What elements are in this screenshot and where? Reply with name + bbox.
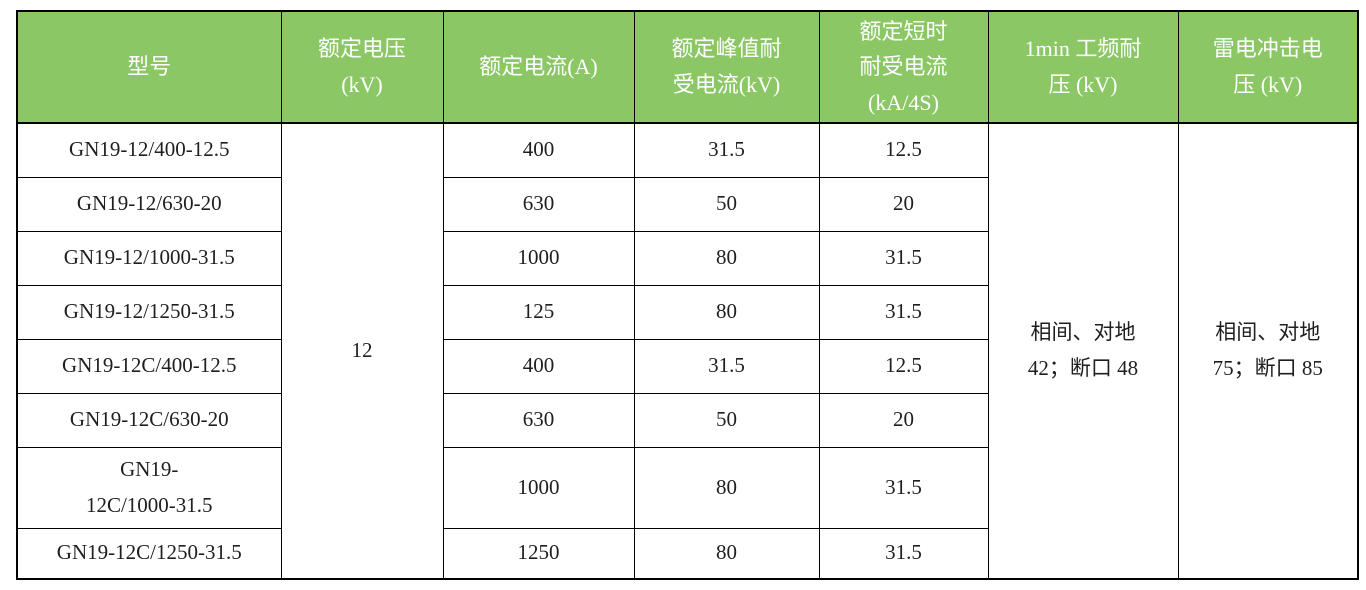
table-row: GN19-12C/1250-31.5 1250 80 31.5 <box>16 527 1358 580</box>
col-header-peak-withstand-current: 额定峰值耐 受电流(kV) <box>633 10 820 124</box>
col-header-lightning-impulse: 雷电冲击电 压 (kV) <box>1177 10 1359 124</box>
table-row: GN19-12/630-20 630 50 20 <box>16 176 1358 232</box>
table-row: GN19-12C/400-12.5 400 31.5 12.5 <box>16 338 1358 394</box>
short-time-cell: 31.5 <box>818 230 989 286</box>
table-row: GN19-12C/630-20 630 50 20 <box>16 392 1358 448</box>
table-body: GN19-12/400-12.5 12 400 31.5 12.5 相间、对地 … <box>16 122 1359 580</box>
peak-cell: 50 <box>633 176 820 232</box>
rated-voltage-merged-cell: 12 <box>280 122 444 580</box>
col-header-short-time-withstand-current: 额定短时 耐受电流 (kA/4S) <box>818 10 989 124</box>
short-time-cell: 12.5 <box>818 338 989 394</box>
peak-cell: 80 <box>633 284 820 340</box>
current-cell: 400 <box>442 338 635 394</box>
model-cell: GN19-12C/400-12.5 <box>16 338 282 394</box>
peak-cell: 80 <box>633 446 820 529</box>
model-cell: GN19-12/1250-31.5 <box>16 284 282 340</box>
current-cell: 1000 <box>442 446 635 529</box>
short-time-cell: 31.5 <box>818 446 989 529</box>
short-time-cell: 20 <box>818 392 989 448</box>
model-cell: GN19-12/1000-31.5 <box>16 230 282 286</box>
table-row: GN19-12/400-12.5 12 400 31.5 12.5 相间、对地 … <box>16 122 1359 580</box>
current-cell: 630 <box>442 392 635 448</box>
model-cell: GN19-12/630-20 <box>16 176 282 232</box>
peak-cell: 31.5 <box>633 122 820 178</box>
peak-cell: 50 <box>633 392 820 448</box>
model-cell: GN19-12C/1250-31.5 <box>16 527 282 580</box>
short-time-cell: 31.5 <box>818 527 989 580</box>
peak-cell: 31.5 <box>633 338 820 394</box>
peak-cell: 80 <box>633 230 820 286</box>
current-cell: 1250 <box>442 527 635 580</box>
col-header-power-frequency-withstand: 1min 工频耐 压 (kV) <box>987 10 1179 124</box>
power-frequency-merged-cell: 相间、对地 42；断口 48 <box>987 122 1179 580</box>
short-time-cell: 20 <box>818 176 989 232</box>
current-cell: 400 <box>442 122 635 178</box>
current-cell: 1000 <box>442 230 635 286</box>
model-cell: GN19- 12C/1000-31.5 <box>16 446 282 529</box>
peak-cell: 80 <box>633 527 820 580</box>
table-row: GN19-12/1000-31.5 1000 80 31.5 <box>16 230 1358 286</box>
col-header-rated-current: 额定电流(A) <box>442 10 635 124</box>
model-cell: GN19-12C/630-20 <box>16 392 282 448</box>
short-time-cell: 31.5 <box>818 284 989 340</box>
model-cell: GN19-12/400-12.5 <box>16 122 282 178</box>
current-cell: 630 <box>442 176 635 232</box>
table-row: GN19- 12C/1000-31.5 1000 80 31.5 <box>16 446 1358 529</box>
current-cell: 125 <box>442 284 635 340</box>
header-row: 型号 额定电压 (kV) 额定电流(A) 额定峰值耐 受电流(kV) 额定短时 … <box>16 10 1359 124</box>
col-header-model: 型号 <box>16 10 282 124</box>
short-time-cell: 12.5 <box>818 122 989 178</box>
table-header: 型号 额定电压 (kV) 额定电流(A) 额定峰值耐 受电流(kV) 额定短时 … <box>16 10 1359 124</box>
lightning-impulse-merged-cell: 相间、对地 75；断口 85 <box>1177 122 1359 580</box>
col-header-rated-voltage: 额定电压 (kV) <box>280 10 444 124</box>
switch-spec-table: 型号 额定电压 (kV) 额定电流(A) 额定峰值耐 受电流(kV) 额定短时 … <box>16 10 1359 580</box>
